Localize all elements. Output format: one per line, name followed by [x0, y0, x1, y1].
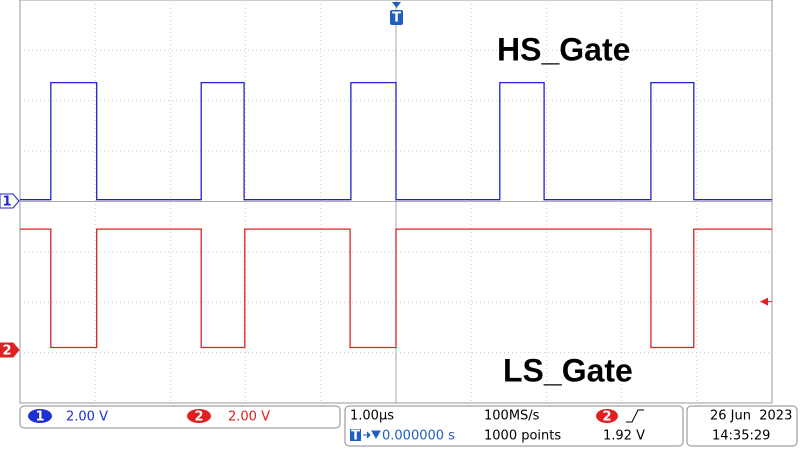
trigger-level-marker [760, 297, 768, 306]
trace [20, 228, 772, 349]
timebase: 1.00µs [350, 409, 394, 424]
channel-marker-label: 2 [2, 344, 11, 359]
ch1-badge-text: 1 [35, 410, 44, 425]
trigger-level: 1.92 V [603, 429, 645, 444]
ch1-badge [28, 409, 52, 423]
trigger-pos-icon-text: T [351, 429, 360, 444]
ch2-badge [187, 409, 211, 423]
date: 26 Jun 2023 [710, 409, 792, 424]
channel-marker-label: 1 [2, 195, 11, 210]
ch1-scale: 2.00 V [66, 410, 108, 425]
date-box [686, 405, 798, 447]
ch2-badge-text: 2 [194, 410, 203, 425]
series-label: HS_Gate [497, 31, 630, 67]
channel-marker [0, 193, 20, 209]
channel-box [19, 405, 341, 429]
trace [20, 81, 772, 201]
trigger-slope [626, 409, 644, 423]
trigger-arrow [392, 2, 401, 8]
traces [20, 81, 772, 349]
trigger-pos-icon [350, 429, 361, 441]
series-label: LS_Gate [503, 352, 633, 388]
record-length: 1000 points [484, 429, 561, 444]
trigger-pos-arrow [363, 430, 381, 440]
ch2-scale: 2.00 V [228, 410, 270, 425]
sample-rate: 100MS/s [484, 409, 540, 424]
trigger-source: 2 [602, 410, 611, 425]
trigger-marker: T [392, 11, 401, 26]
trigger-badge [390, 10, 403, 25]
trigger-position: 0.000000 s [382, 429, 455, 444]
time: 14:35:29 [712, 429, 770, 444]
channel-marker [0, 342, 20, 358]
trigger-source-badge [596, 409, 618, 423]
